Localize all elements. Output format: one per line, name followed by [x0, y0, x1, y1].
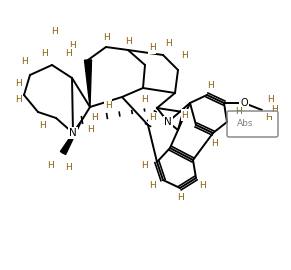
- Text: N: N: [69, 128, 77, 138]
- Text: H: H: [272, 106, 278, 114]
- Polygon shape: [84, 60, 91, 107]
- Polygon shape: [61, 120, 82, 154]
- Text: H: H: [21, 58, 27, 66]
- Text: H: H: [42, 49, 48, 58]
- Text: H: H: [150, 181, 156, 190]
- Text: H: H: [265, 113, 272, 123]
- Text: H: H: [65, 164, 71, 173]
- Text: H: H: [87, 126, 93, 134]
- Text: H: H: [142, 160, 148, 170]
- Text: H: H: [70, 42, 76, 50]
- Text: H: H: [15, 96, 21, 104]
- Text: H: H: [177, 194, 183, 202]
- Text: Abs: Abs: [237, 120, 253, 129]
- Text: H: H: [103, 33, 109, 42]
- Text: H: H: [165, 39, 171, 49]
- Text: H: H: [65, 49, 71, 58]
- Text: H: H: [212, 139, 218, 147]
- Text: H: H: [15, 79, 21, 87]
- Text: H: H: [142, 96, 148, 104]
- Text: H: H: [52, 28, 58, 36]
- Text: H: H: [199, 181, 205, 190]
- Text: O: O: [240, 98, 248, 108]
- Text: H: H: [47, 160, 53, 170]
- Text: H: H: [207, 82, 213, 90]
- Text: H: H: [182, 50, 188, 59]
- Text: N: N: [164, 117, 172, 127]
- Text: H: H: [235, 107, 241, 116]
- Text: H: H: [105, 100, 111, 110]
- Text: H: H: [182, 110, 188, 120]
- Text: H: H: [92, 113, 98, 123]
- Text: H: H: [39, 120, 45, 130]
- Text: H: H: [267, 96, 273, 104]
- Text: H: H: [149, 113, 155, 123]
- Text: H: H: [125, 38, 131, 46]
- Text: H: H: [149, 43, 155, 52]
